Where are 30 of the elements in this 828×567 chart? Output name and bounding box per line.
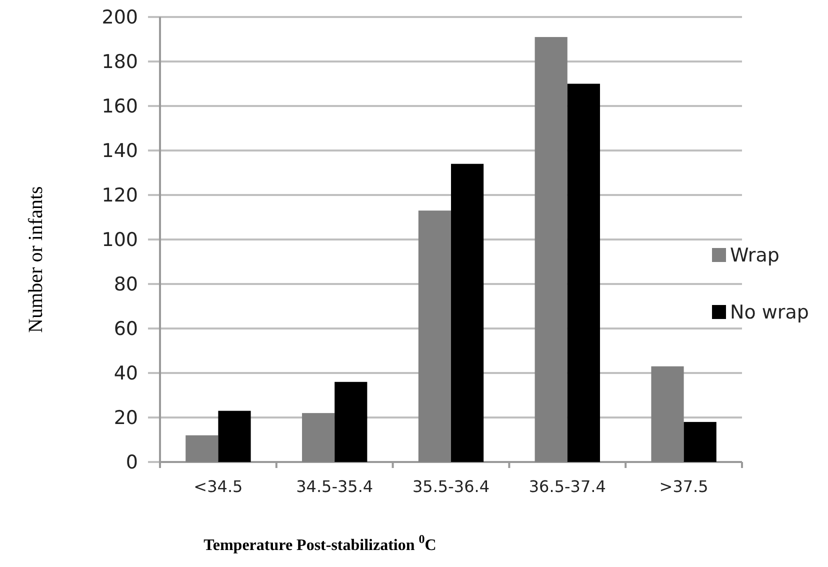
y-tick-label: 40: [114, 362, 138, 385]
y-tick-label: 140: [102, 140, 138, 162]
x-tick-label: 34.5-35.4: [296, 477, 374, 496]
bar: [418, 210, 451, 462]
x-tick-label: <34.5: [194, 477, 243, 496]
y-tick-label: 100: [102, 229, 138, 252]
legend-label: Wrap: [730, 244, 780, 267]
x-axis-title: Temperature Post-stabilization $^{0}$C: [204, 532, 436, 554]
bar: [186, 435, 218, 462]
x-tick-label: >37.5: [659, 477, 708, 496]
y-tick-label: 160: [102, 96, 138, 118]
bar: [651, 366, 684, 462]
y-tick-label: 180: [102, 51, 138, 74]
y-tick-label: 120: [102, 184, 138, 207]
bar: [684, 422, 716, 462]
bar: [534, 37, 568, 462]
x-tick-label: 36.5-37.4: [528, 477, 606, 496]
bar: [567, 84, 600, 462]
bar: [451, 164, 484, 462]
y-tick-label: 0: [126, 452, 138, 474]
y-axis-title: Number or infants: [25, 186, 47, 333]
bar: [334, 382, 368, 462]
y-tick-label: 20: [114, 407, 138, 430]
y-tick-label: 80: [114, 274, 138, 296]
x-tick-label: 35.5-36.4: [412, 477, 490, 496]
bar: [302, 413, 335, 462]
y-tick-label: 200: [102, 6, 138, 29]
bar: [218, 410, 251, 462]
y-tick-label: 60: [114, 318, 138, 340]
legend-label: No wrap: [730, 302, 809, 324]
